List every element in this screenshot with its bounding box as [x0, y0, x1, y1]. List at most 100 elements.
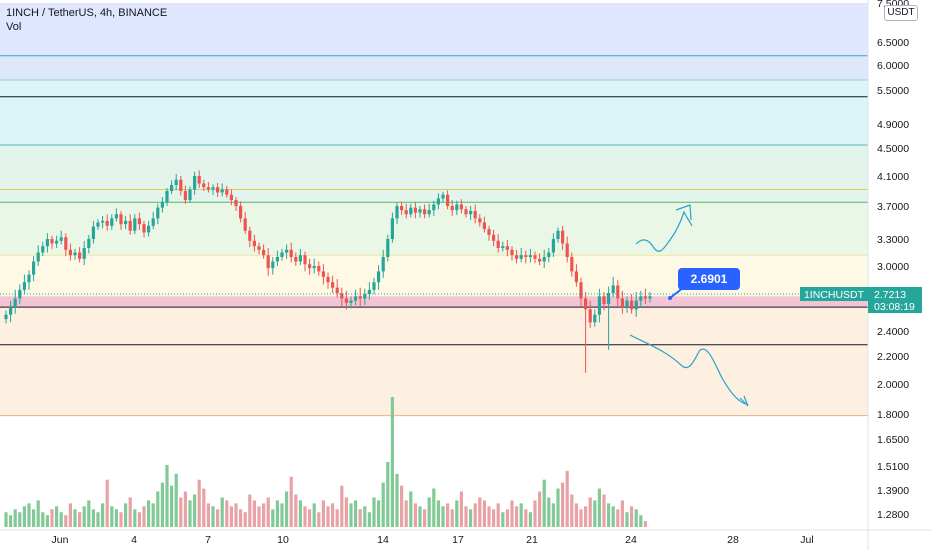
candle-body: [41, 246, 45, 253]
candle-body: [82, 248, 86, 259]
candle-body: [639, 296, 643, 301]
volume-bar: [510, 500, 514, 527]
candle-body: [271, 261, 275, 269]
candle-body: [32, 261, 36, 275]
volume-bar: [400, 485, 404, 527]
volume-bar: [183, 491, 187, 527]
candle-body: [188, 189, 192, 200]
volume-bar: [643, 521, 647, 527]
volume-bar: [473, 503, 477, 527]
candle-body: [565, 243, 569, 257]
currency-button[interactable]: USDT: [884, 5, 918, 21]
candle-body: [611, 285, 615, 294]
candle-body: [344, 298, 348, 303]
volume-bar: [234, 503, 238, 527]
volume-bar: [446, 503, 450, 527]
volume-bar: [312, 503, 316, 527]
volume-bar: [409, 491, 413, 527]
candle-body: [211, 187, 215, 190]
candle-body: [510, 249, 514, 256]
candle-body: [128, 220, 132, 231]
price-tick-label: 1.3900: [877, 485, 909, 497]
volume-bar: [55, 506, 59, 527]
price-callout-box[interactable]: [678, 268, 740, 290]
candle-body: [533, 255, 537, 259]
volume-bar: [151, 503, 155, 527]
candle-body: [206, 187, 210, 190]
volume-bar: [128, 497, 132, 527]
volume-bar: [73, 509, 77, 527]
candle-body: [597, 296, 601, 315]
volume-bar: [354, 500, 358, 527]
volume-bar: [386, 462, 390, 527]
volume-bar: [584, 506, 588, 527]
candle-body: [432, 204, 436, 211]
candle-body: [55, 240, 59, 244]
candle-body: [349, 300, 353, 303]
candle-body: [584, 298, 588, 310]
volume-bar: [570, 494, 574, 527]
volume-indicator-label[interactable]: Vol: [6, 21, 22, 33]
last-price-label: 2.7213: [874, 289, 906, 301]
callout-anchor-dot: [668, 296, 672, 300]
candle-body: [326, 276, 330, 283]
volume-bar: [96, 512, 100, 527]
volume-bar: [82, 506, 86, 527]
candle-body: [496, 240, 500, 248]
volume-bar: [50, 509, 54, 527]
time-tick-label: Jun: [52, 534, 69, 546]
price-axis[interactable]: 7.50006.50006.00005.50004.90004.50004.10…: [867, 0, 909, 550]
candle-body: [179, 179, 183, 191]
shaded-band: [0, 3, 868, 56]
candle-body: [404, 210, 408, 215]
candle-body: [358, 296, 362, 299]
volume-bar: [220, 497, 224, 527]
volume-bar: [239, 509, 243, 527]
time-axis[interactable]: Jun 4 7 10 14 17 21 24 28 Jul: [0, 529, 932, 546]
volume-bar: [252, 500, 256, 527]
candle-body: [312, 266, 316, 269]
volume-bar: [114, 509, 118, 527]
candle-body: [473, 210, 477, 219]
volume-bar: [68, 503, 72, 527]
price-tick-label: 1.5100: [877, 461, 909, 473]
volume-bar: [533, 500, 537, 527]
volume-bar: [188, 500, 192, 527]
volume-bar: [551, 503, 555, 527]
volume-bar: [574, 503, 578, 527]
candle-body: [160, 202, 164, 208]
volume-bar: [620, 500, 624, 527]
volume-bar: [469, 509, 473, 527]
candle-body: [413, 207, 417, 213]
volume-bar: [197, 479, 201, 527]
candle-body: [285, 249, 289, 253]
volume-bar: [515, 506, 519, 527]
volume-bar: [36, 500, 40, 527]
price-tick-label: 2.4000: [877, 326, 909, 338]
price-tick-label: 2.0000: [877, 379, 909, 391]
candle-body: [620, 298, 624, 308]
volume-bar: [271, 509, 275, 527]
candle-body: [170, 185, 174, 191]
candle-body: [464, 209, 468, 215]
candle-body: [441, 194, 445, 199]
candle-body: [593, 314, 597, 323]
bullish-arrowhead-drawing: [675, 204, 692, 221]
volume-bar: [496, 503, 500, 527]
bearish-arrowhead-drawing: [739, 395, 749, 407]
candle-body: [648, 296, 652, 299]
candle-body: [459, 204, 463, 210]
volume-bar: [418, 506, 422, 527]
bearish-arrow-drawing: [629, 334, 747, 405]
candle-body: [229, 194, 233, 200]
volume-bars: [4, 397, 647, 527]
time-tick-label: Jul: [800, 534, 813, 546]
candle-body: [243, 218, 247, 231]
candle-body: [59, 237, 63, 241]
candle-body: [220, 189, 224, 193]
volume-bar: [289, 476, 293, 527]
candle-body: [381, 257, 385, 272]
candle-body: [248, 230, 252, 241]
candle-body: [317, 266, 321, 272]
